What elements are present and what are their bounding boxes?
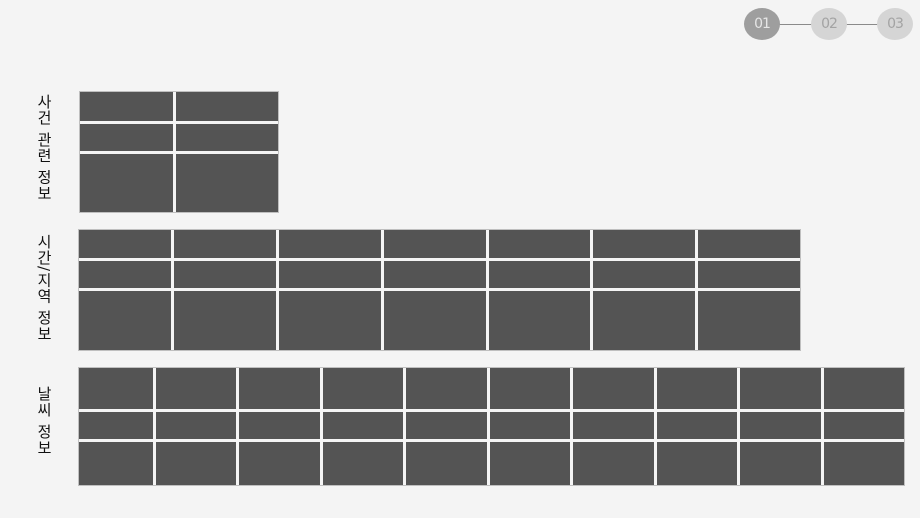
table-cell (278, 291, 381, 350)
table-cell (698, 261, 800, 288)
table-cell (488, 230, 591, 258)
table-cell (278, 261, 381, 288)
table-cell (740, 412, 821, 439)
table-cell (593, 291, 696, 350)
table-cell (823, 412, 904, 439)
table-cell (489, 442, 571, 485)
step-connector (846, 24, 880, 25)
table-cell (176, 124, 278, 151)
table-cell (156, 412, 237, 439)
table-cell (406, 442, 487, 485)
table-cell (573, 412, 654, 439)
step-connector (778, 24, 812, 25)
time-region-info-table (78, 229, 801, 351)
table-cell (488, 261, 591, 288)
table-cell (383, 291, 486, 350)
table-cell (239, 368, 320, 409)
table-cell (383, 230, 486, 258)
table-cell (239, 442, 320, 485)
table-cell (593, 230, 696, 258)
section-label-time-region: 시간/지역 정보 (35, 234, 53, 342)
table-cell (823, 442, 904, 485)
table-cell (176, 92, 278, 121)
table-cell (79, 442, 153, 485)
table-cell (656, 368, 738, 409)
table-cell (80, 154, 173, 212)
table-cell (406, 412, 487, 439)
table-cell (740, 368, 821, 409)
table-cell (79, 291, 171, 350)
table-cell (573, 368, 654, 409)
table-cell (174, 230, 276, 258)
table-cell (322, 368, 404, 409)
weather-info-table (78, 367, 905, 486)
table-cell (593, 261, 696, 288)
table-cell (573, 442, 654, 485)
incident-info-table (79, 91, 279, 213)
table-cell (383, 261, 486, 288)
section-label-weather: 날씨 정보 (35, 386, 53, 456)
step-2[interactable]: 02 (811, 8, 847, 40)
table-cell (174, 291, 276, 350)
table-cell (79, 368, 153, 409)
table-cell (80, 124, 173, 151)
table-cell (156, 368, 237, 409)
step-indicator: 01 02 03 (744, 8, 914, 42)
step-3[interactable]: 03 (877, 8, 913, 40)
table-cell (176, 154, 278, 212)
table-cell (80, 92, 173, 121)
table-cell (322, 442, 404, 485)
table-cell (79, 412, 153, 439)
table-cell (278, 230, 381, 258)
table-cell (656, 442, 738, 485)
table-cell (698, 230, 800, 258)
table-cell (823, 368, 904, 409)
table-cell (698, 291, 800, 350)
table-cell (489, 412, 571, 439)
table-cell (740, 442, 821, 485)
table-cell (174, 261, 276, 288)
table-cell (156, 442, 237, 485)
table-cell (239, 412, 320, 439)
table-cell (656, 412, 738, 439)
step-1[interactable]: 01 (744, 8, 780, 40)
table-cell (406, 368, 487, 409)
table-cell (488, 291, 591, 350)
table-cell (79, 230, 171, 258)
section-label-incident: 사건 관련 정보 (35, 94, 53, 202)
table-cell (322, 412, 404, 439)
table-cell (79, 261, 171, 288)
table-cell (489, 368, 571, 409)
